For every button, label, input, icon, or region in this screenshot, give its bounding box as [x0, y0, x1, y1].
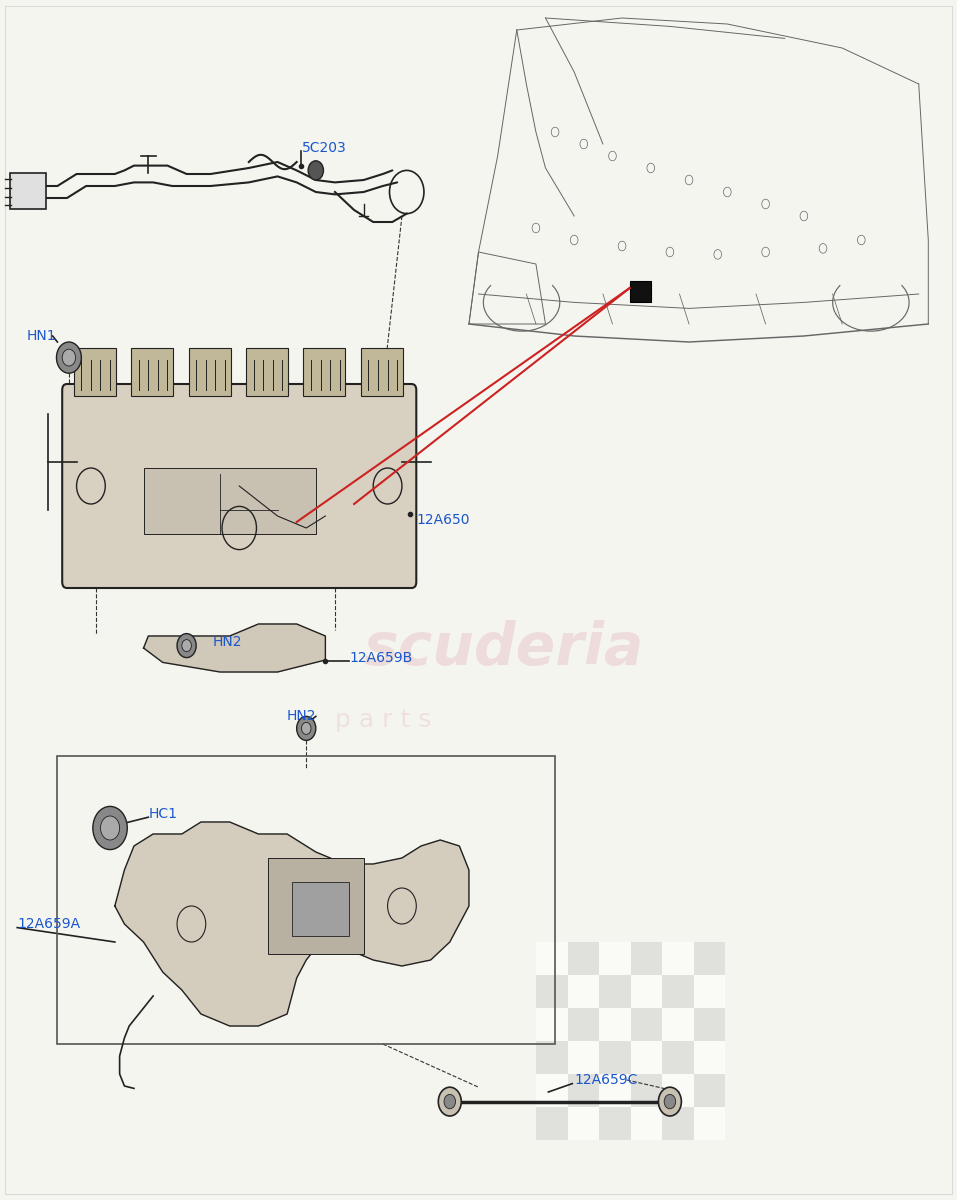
Bar — [631, 942, 662, 974]
Bar — [10, 173, 46, 209]
Text: HN2: HN2 — [287, 709, 317, 724]
Text: 12A659A: 12A659A — [17, 917, 80, 931]
FancyBboxPatch shape — [62, 384, 416, 588]
Bar — [536, 942, 568, 974]
Bar — [568, 974, 599, 1008]
Bar — [631, 1074, 662, 1106]
Bar — [694, 942, 725, 974]
Text: 12A659B: 12A659B — [349, 650, 412, 665]
Bar — [144, 468, 316, 534]
Text: p a r t s: p a r t s — [335, 708, 432, 732]
Bar — [568, 1040, 599, 1074]
Bar — [568, 1106, 599, 1140]
Text: HC1: HC1 — [148, 806, 177, 821]
Bar — [131, 348, 173, 396]
Bar — [568, 1074, 599, 1106]
Bar — [536, 1074, 568, 1106]
Circle shape — [438, 1087, 461, 1116]
Circle shape — [62, 349, 76, 366]
Bar — [662, 1008, 694, 1040]
Bar — [630, 281, 651, 302]
Circle shape — [56, 342, 81, 373]
Bar — [361, 348, 403, 396]
Text: HN2: HN2 — [212, 635, 242, 649]
Bar — [662, 942, 694, 974]
Bar — [599, 1040, 631, 1074]
Circle shape — [308, 161, 323, 180]
Bar — [631, 1008, 662, 1040]
Circle shape — [93, 806, 127, 850]
Bar — [292, 882, 349, 936]
Circle shape — [444, 1094, 456, 1109]
Bar — [694, 1040, 725, 1074]
Bar — [694, 974, 725, 1008]
Bar — [631, 1106, 662, 1140]
Text: 5C203: 5C203 — [301, 140, 346, 155]
Bar — [662, 1074, 694, 1106]
Text: HN1: HN1 — [27, 329, 56, 343]
Circle shape — [664, 1094, 676, 1109]
Bar — [694, 1074, 725, 1106]
Polygon shape — [144, 624, 325, 672]
Bar — [189, 348, 231, 396]
Bar — [694, 1008, 725, 1040]
Polygon shape — [115, 822, 469, 1026]
Bar — [568, 1008, 599, 1040]
Text: 12A650: 12A650 — [416, 512, 470, 527]
Bar — [536, 1008, 568, 1040]
Bar — [74, 348, 116, 396]
Bar — [536, 1106, 568, 1140]
Bar — [631, 974, 662, 1008]
Circle shape — [177, 634, 196, 658]
Bar — [631, 1040, 662, 1074]
Bar — [662, 1106, 694, 1140]
Circle shape — [301, 722, 311, 734]
Bar — [536, 1040, 568, 1074]
Bar — [268, 858, 364, 954]
Bar — [599, 942, 631, 974]
Bar — [599, 1074, 631, 1106]
Bar — [599, 974, 631, 1008]
Text: 12A659C: 12A659C — [574, 1073, 637, 1087]
Bar — [246, 348, 288, 396]
Bar — [694, 1106, 725, 1140]
Bar — [303, 348, 345, 396]
Text: scuderia: scuderia — [364, 619, 644, 677]
Bar — [662, 974, 694, 1008]
Bar — [599, 1008, 631, 1040]
Bar — [599, 1106, 631, 1140]
Circle shape — [182, 640, 191, 652]
Circle shape — [100, 816, 120, 840]
Bar — [568, 942, 599, 974]
Circle shape — [658, 1087, 681, 1116]
Bar — [662, 1040, 694, 1074]
Circle shape — [297, 716, 316, 740]
Bar — [536, 974, 568, 1008]
Bar — [57, 756, 555, 1044]
